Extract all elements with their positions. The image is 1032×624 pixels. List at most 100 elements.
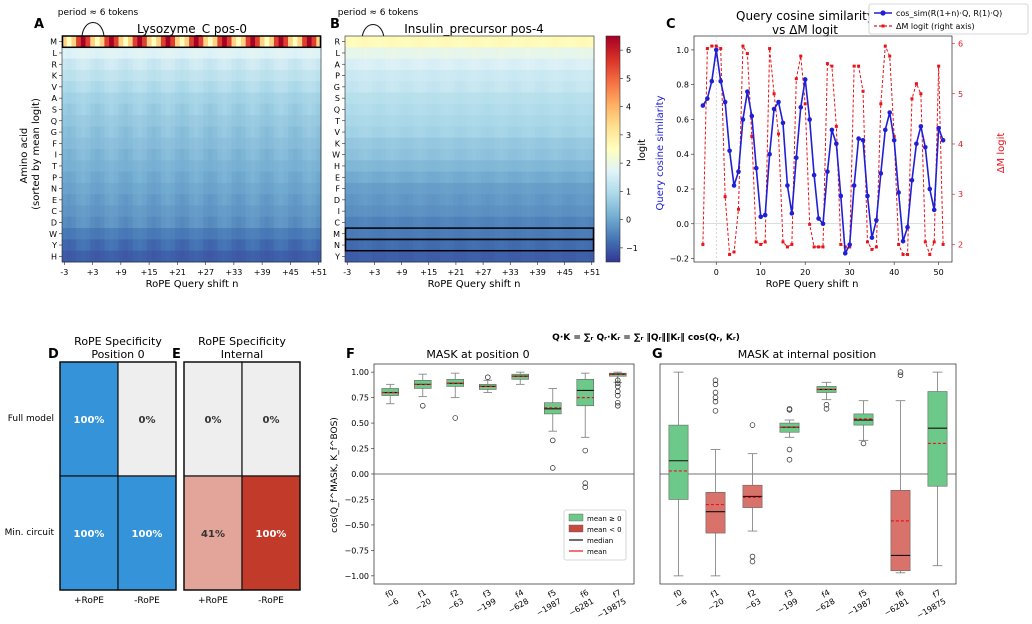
delta-m-point: [759, 242, 763, 246]
heatmap-cell: [85, 171, 91, 184]
heatmap-cell: [539, 228, 545, 240]
y-tick-label-K: K: [52, 72, 58, 81]
heatmap-cell: [250, 160, 256, 172]
heatmap-cell: [394, 47, 400, 59]
box-iqr: [890, 489, 911, 572]
heatmap-cell: [449, 137, 455, 150]
heatmap-cell: [151, 58, 157, 71]
x-tick-label-feature: f1: [416, 588, 427, 600]
panel-e: E RoPE Specificity Internal 0% 0%41% 100% …: [172, 335, 301, 606]
heatmap-cell: [94, 47, 101, 59]
heatmap-cell: [521, 92, 527, 105]
heatmap-cell: [94, 171, 101, 184]
heatmap-cell: [189, 171, 195, 184]
heatmap-cell: [217, 69, 223, 82]
heatmap-cell: [104, 250, 110, 263]
heatmap-cell: [417, 103, 423, 116]
heatmap-cell: [146, 171, 152, 184]
heatmap-cell: [403, 81, 409, 93]
heatmap-cell: [179, 182, 185, 195]
heatmap-cell: [372, 137, 378, 150]
heatmap-cell: [273, 58, 280, 71]
heatmap-cell: [62, 36, 68, 48]
heatmap-cell: [269, 160, 275, 172]
heatmap-cell: [417, 137, 423, 150]
heatmap-cell: [226, 137, 232, 150]
heatmap-cell: [231, 58, 237, 71]
heatmap-cell: [231, 228, 237, 240]
heatmap-cell: [385, 126, 391, 139]
outlier-point: [582, 447, 588, 454]
heatmap-cell: [283, 182, 289, 195]
heatmap-cell: [584, 92, 590, 105]
heatmap-cell: [521, 149, 527, 161]
heatmap-cell: [212, 47, 218, 59]
heatmap-cell: [203, 115, 209, 127]
heatmap-cell: [80, 137, 86, 150]
panel-d-title-line1: RoPE Specificity: [74, 335, 162, 348]
heatmap-cell: [222, 137, 228, 150]
heatmap-cell: [113, 250, 119, 263]
heatmap-cell: [297, 160, 303, 172]
heatmap-cell: [212, 81, 218, 93]
heatmap-cell: [354, 182, 359, 195]
heatmap-cell: [562, 171, 568, 184]
heatmap-cell: [66, 69, 72, 82]
heatmap-cell: [390, 149, 396, 161]
heatmap-cell: [476, 58, 482, 71]
right-tick-label: 6: [958, 40, 963, 49]
heatmap-cell: [494, 81, 500, 93]
colorbar-tick-label: 6: [626, 46, 631, 55]
cos-sim-point: [887, 110, 893, 115]
heatmap-cell: [231, 126, 237, 139]
heatmap-cell: [349, 149, 355, 161]
panel-a: A Lysozyme_C pos-0 period ≈ 6 tokens MLR…: [19, 8, 327, 290]
heatmap-cell: [316, 182, 322, 195]
heatmap-cell: [584, 69, 590, 82]
cos-sim-point: [780, 120, 786, 126]
heatmap-cell: [449, 228, 455, 240]
heatmap-cell: [127, 194, 134, 206]
heatmap-cell: [288, 149, 294, 161]
delta-m-point: [763, 240, 767, 244]
heatmap-cell: [165, 115, 171, 127]
heatmap-cell: [589, 126, 595, 139]
heatmap-cell: [345, 216, 350, 229]
heatmap-cell: [358, 58, 364, 71]
heatmap-cell: [113, 228, 119, 240]
heatmap-cell: [453, 47, 459, 59]
heatmap-cell: [571, 47, 577, 59]
heatmap-cell: [471, 103, 477, 116]
heatmap-cell: [412, 149, 418, 161]
heatmap-cell: [421, 137, 427, 150]
heatmap-cell: [207, 149, 214, 161]
heatmap-cell: [421, 194, 427, 206]
heatmap-cell: [553, 115, 559, 127]
heatmap-cell: [222, 250, 228, 263]
heatmap-cell: [160, 137, 166, 150]
heatmap-cell: [90, 250, 96, 263]
heatmap-cell: [259, 149, 265, 161]
cos-sim-point: [820, 221, 826, 227]
heatmap-cell: [255, 58, 261, 71]
delta-m-point: [865, 240, 869, 244]
heatmap-cell: [580, 137, 586, 150]
heatmap-cell: [85, 69, 91, 82]
x-tick-label: f3−199: [771, 588, 800, 615]
heatmap-cell: [580, 92, 586, 105]
heatmap-cell: [170, 115, 176, 127]
heatmap-cell: [189, 182, 195, 195]
heatmap-cell: [512, 171, 518, 184]
heatmap-cell: [589, 58, 595, 71]
panel-c-legend-box: [868, 3, 1029, 35]
heatmap-cell: [179, 126, 185, 139]
heatmap-cell: [118, 81, 124, 93]
delta-m-point: [723, 195, 727, 199]
delta-m-point: [937, 64, 941, 68]
heatmap-cell: [311, 103, 317, 116]
heatmap-cell: [345, 126, 350, 139]
panel-f-letter: F: [346, 347, 355, 362]
heatmap-cell: [399, 160, 405, 172]
